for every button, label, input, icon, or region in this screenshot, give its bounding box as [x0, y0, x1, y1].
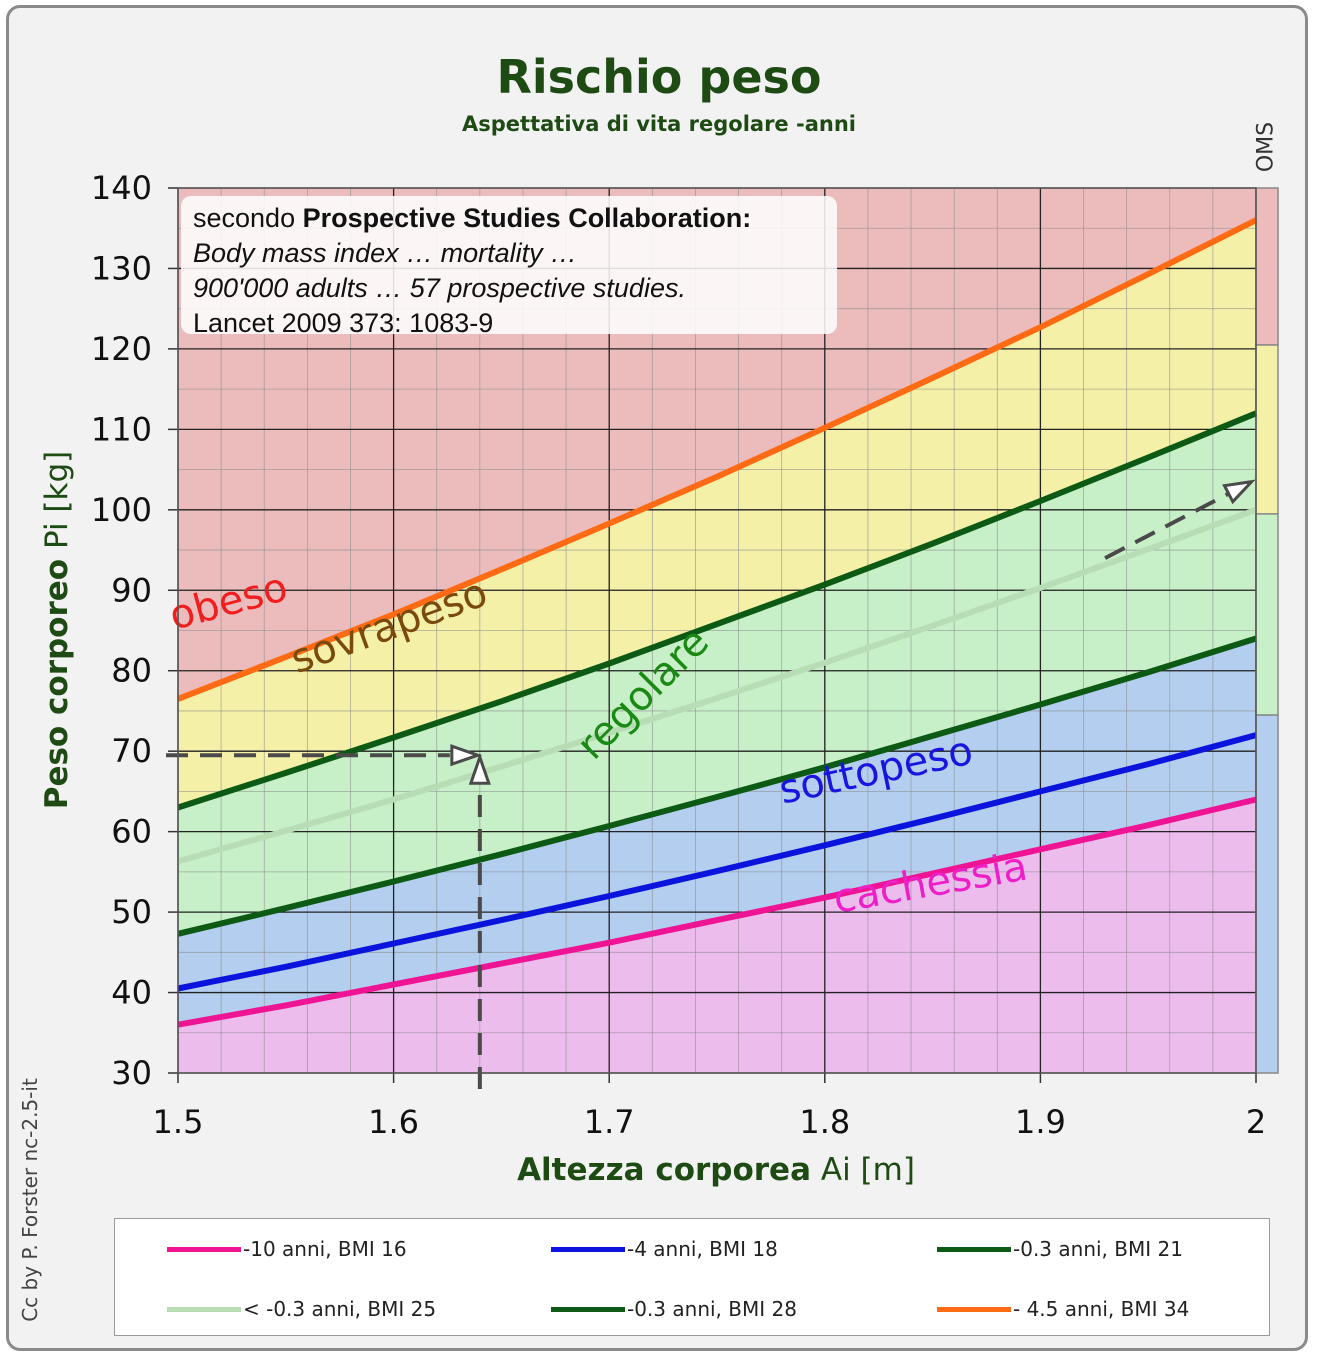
- legend-item-bmi-34: - 4.5 anni, BMI 34: [937, 1297, 1189, 1321]
- y-tick-label: 100: [91, 491, 152, 529]
- series-line-bmi-25: [177, 506, 1258, 865]
- source-line-3: 900'000 adults … 57 prospective studies.: [193, 273, 686, 303]
- y-axis-title: Peso corporeo Pi [kg]: [39, 451, 75, 810]
- y-tick-label: 110: [91, 410, 152, 448]
- x-tick-label: 1.5: [153, 1103, 204, 1141]
- legend-item-bmi-18: -4 anni, BMI 18: [551, 1237, 778, 1261]
- y-tick-label: 50: [111, 893, 152, 931]
- y-tick-label: 80: [111, 652, 152, 690]
- region-fill-cachessia: [178, 799, 1256, 1073]
- oms-band-1: [1255, 513, 1279, 716]
- oms-band-0: [1255, 714, 1279, 1074]
- series-line-bmi-34: [176, 217, 1258, 702]
- x-tick-label: 1.7: [584, 1103, 635, 1141]
- legend-swatch-bmi-25: [167, 1306, 241, 1312]
- source-line-2: Body mass index … mortality …: [193, 238, 578, 268]
- legend-swatch-bmi-34: [937, 1306, 1011, 1312]
- oms-label: OMS: [1253, 121, 1279, 173]
- legend: -10 anni, BMI 16 -4 anni, BMI 18 -0.3 an…: [114, 1218, 1270, 1336]
- series-line-bmi-21: [177, 635, 1257, 937]
- legend-item-bmi-16: -10 anni, BMI 16: [167, 1237, 407, 1261]
- legend-label-bmi-18: -4 anni, BMI 18: [627, 1237, 778, 1261]
- oms-band-3: [1255, 187, 1279, 346]
- legend-item-bmi-21: -0.3 anni, BMI 21: [937, 1237, 1183, 1261]
- legend-swatch-bmi-18: [551, 1246, 625, 1252]
- y-tick-label: 90: [111, 571, 152, 609]
- legend-swatch-bmi-28: [551, 1306, 625, 1312]
- source-citation: secondo Prospective Studies Collaboratio…: [181, 196, 837, 338]
- chart-title: Rischio peso: [496, 50, 822, 104]
- legend-label-bmi-34: - 4.5 anni, BMI 34: [1013, 1297, 1190, 1321]
- x-tick-label: 1.6: [368, 1103, 419, 1141]
- legend-item-bmi-25: < -0.3 anni, BMI 25: [167, 1297, 436, 1321]
- credit-text: Cc by P. Forster nc-2.5-it: [18, 1078, 42, 1322]
- legend-label-bmi-21: -0.3 anni, BMI 21: [1013, 1237, 1183, 1261]
- x-axis-title: Altezza corporea Ai [m]: [0, 1152, 1318, 1188]
- example-arrowhead-height: [468, 752, 491, 785]
- chart-subtitle: Aspettativa di vita regolare -anni: [462, 112, 856, 136]
- y-tick-label: 140: [91, 169, 152, 207]
- legend-label-bmi-28: -0.3 anni, BMI 28: [627, 1297, 797, 1321]
- region-fill-regolare: [178, 413, 1256, 935]
- source-line-4: Lancet 2009 373: 1083-9: [193, 308, 494, 338]
- example-arrowhead-weight: [450, 744, 483, 767]
- y-tick-label: 70: [111, 732, 152, 770]
- series-line-bmi-16: [177, 796, 1257, 1028]
- plot-border: [177, 187, 1257, 1074]
- example-arrow-oms: [1104, 491, 1230, 560]
- legend-swatch-bmi-16: [167, 1246, 241, 1252]
- y-tick-label: 120: [91, 330, 152, 368]
- x-tick-label: 1.9: [1015, 1103, 1066, 1141]
- y-tick-label: 40: [111, 974, 152, 1012]
- x-axis-title-bold: Altezza corporea: [517, 1152, 812, 1188]
- y-axis-title-bold: Peso corporeo: [39, 558, 75, 810]
- region-fill-sovrapeso: [178, 220, 1256, 808]
- x-tick-label: 1.8: [799, 1103, 850, 1141]
- legend-item-bmi-28: -0.3 anni, BMI 28: [551, 1297, 797, 1321]
- oms-band-2: [1255, 344, 1279, 515]
- source-prefix: secondo: [193, 203, 303, 233]
- example-arrowhead-oms: [1222, 479, 1256, 505]
- y-tick-label: 60: [111, 813, 152, 851]
- legend-label-bmi-16: -10 anni, BMI 16: [243, 1237, 407, 1261]
- x-axis-title-unit: Ai [m]: [820, 1152, 915, 1188]
- legend-swatch-bmi-21: [937, 1246, 1011, 1252]
- series-line-bmi-18: [177, 732, 1257, 992]
- y-tick-label: 30: [111, 1054, 152, 1092]
- series-line-bmi-28: [177, 410, 1258, 811]
- legend-label-bmi-25: < -0.3 anni, BMI 25: [243, 1297, 437, 1321]
- x-tick-label: 2: [1246, 1103, 1266, 1141]
- y-axis-title-unit: Pi [kg]: [39, 450, 75, 550]
- y-tick-label: 130: [91, 249, 152, 287]
- source-author: Prospective Studies Collaboration:: [302, 203, 752, 233]
